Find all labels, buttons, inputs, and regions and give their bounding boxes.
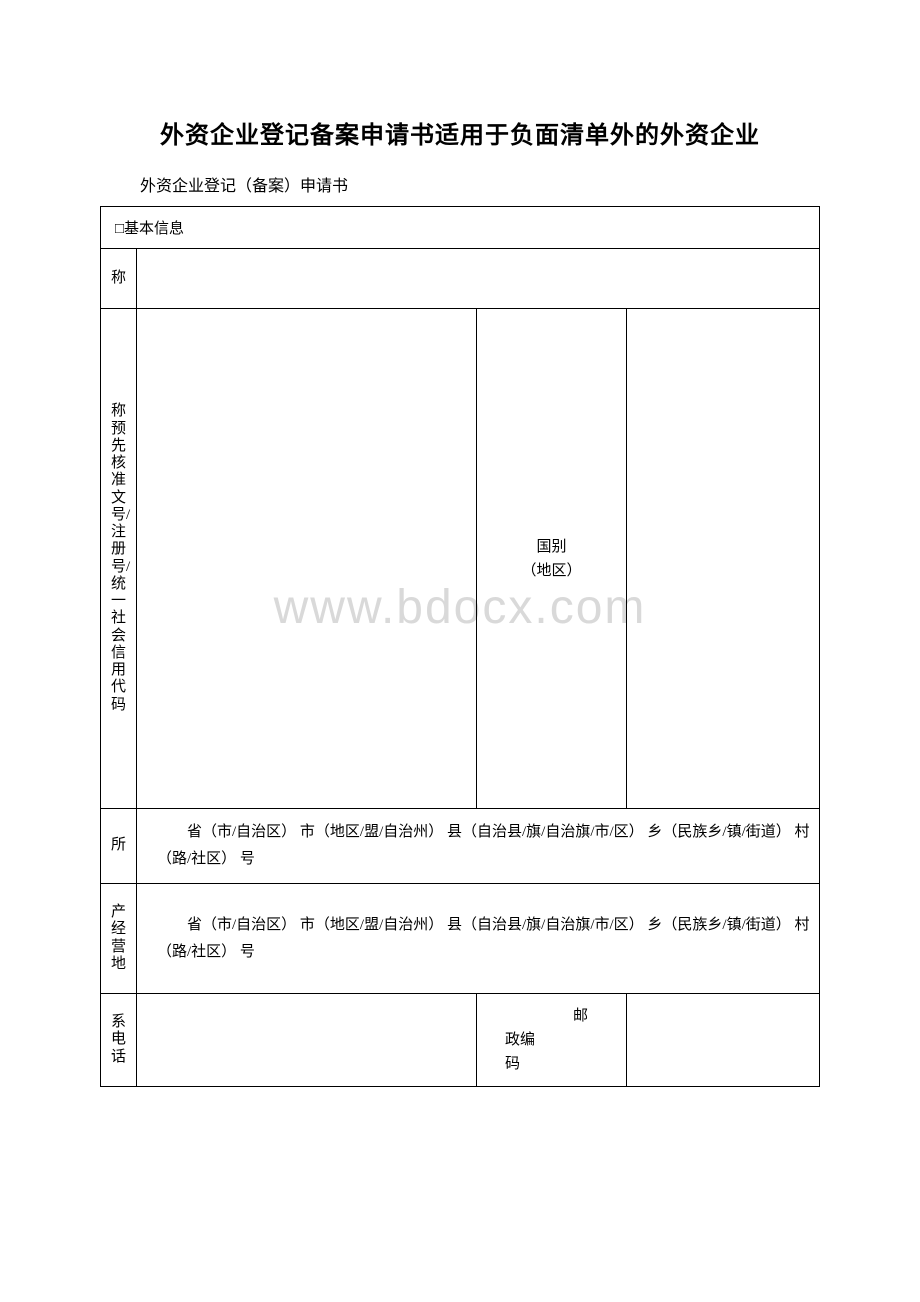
page-subtitle: 外资企业登记（备案）申请书 [140,172,820,196]
postcode-label: 邮政编码 [477,994,627,1087]
business-address-label: 产经营地 [101,884,137,994]
address-row: 所 省（市/自治区） 市（地区/盟/自治州） 县（自治县/旗/自治旗/市/区） … [101,809,820,884]
phone-label: 系电话 [101,994,137,1087]
postcode-value [627,994,820,1087]
address-value: 省（市/自治区） 市（地区/盟/自治州） 县（自治县/旗/自治旗/市/区） 乡（… [137,809,820,884]
phone-value [137,994,477,1087]
approval-label: 称预先核准文号/注册号/统一社会信用代码 [101,309,137,809]
address-label: 所 [101,809,137,884]
country-value [627,309,820,809]
approval-row: 称预先核准文号/注册号/统一社会信用代码 国别 （地区） [101,309,820,809]
name-label: 称 [101,249,137,309]
section-header-row: □基本信息 [101,207,820,249]
name-value [137,249,820,309]
business-address-value: 省（市/自治区） 市（地区/盟/自治州） 县（自治县/旗/自治旗/市/区） 乡（… [137,884,820,994]
page-title: 外资企业登记备案申请书适用于负面清单外的外资企业 [100,115,820,150]
name-row: 称 [101,249,820,309]
approval-value [137,309,477,809]
section-header-cell: □基本信息 [101,207,820,249]
country-label: 国别 （地区） [477,309,627,809]
business-address-row: 产经营地 省（市/自治区） 市（地区/盟/自治州） 县（自治县/旗/自治旗/市/… [101,884,820,994]
form-table: □基本信息 称 称预先核准文号/注册号/统一社会信用代码 国别 （地区） 所 省… [100,206,820,1087]
contact-row: 系电话 邮政编码 [101,994,820,1087]
